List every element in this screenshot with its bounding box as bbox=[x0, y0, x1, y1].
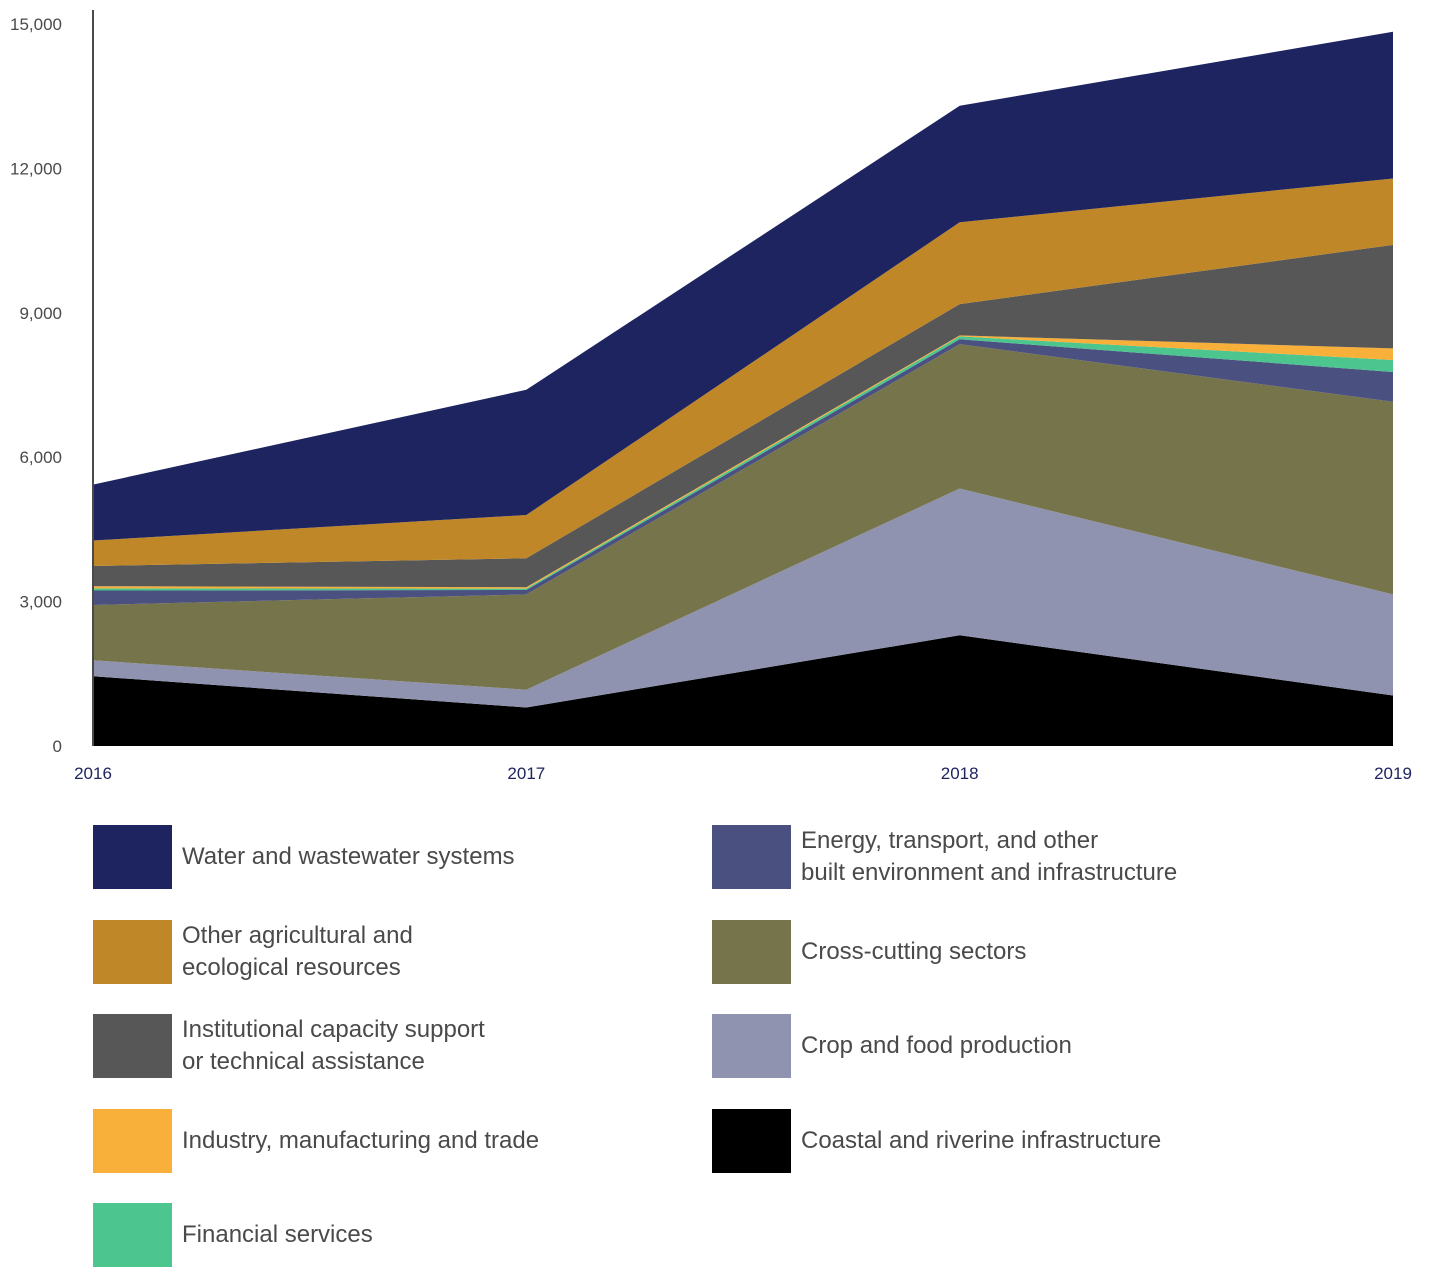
y-axis-ticks: 0 3,000 6,000 9,000 12,000 15,000 bbox=[10, 15, 62, 756]
legend-swatch-coastal bbox=[712, 1109, 791, 1173]
legend-swatch-institutional bbox=[93, 1014, 172, 1078]
legend-item-water: Water and wastewater systems bbox=[93, 825, 693, 889]
y-tick-label: 6,000 bbox=[19, 448, 62, 467]
area-water-and-wastewater-systems bbox=[93, 31, 1393, 541]
y-tick-label: 9,000 bbox=[19, 304, 62, 323]
area-cross-cutting-sectors bbox=[93, 344, 1393, 690]
legend-label-crop: Crop and food production bbox=[801, 1032, 1072, 1059]
area-coastal-and-riverine-infrastructure bbox=[93, 635, 1393, 746]
area-energy-transport-and-other-built-environment-and-infrastructure bbox=[93, 339, 1393, 605]
x-axis-ticks: 2016 2017 2018 2019 bbox=[74, 764, 1412, 783]
legend-item-cross-cutting: Cross-cutting sectors bbox=[712, 920, 1312, 984]
y-tick-label: 0 bbox=[53, 737, 62, 756]
legend: Water and wastewater systems Energy, tra… bbox=[93, 825, 1393, 1267]
legend-item-coastal: Coastal and riverine infrastructure bbox=[712, 1109, 1312, 1173]
legend-label-water: Water and wastewater systems bbox=[182, 843, 515, 870]
y-tick-label: 12,000 bbox=[10, 159, 62, 178]
legend-item-crop: Crop and food production bbox=[712, 1014, 1312, 1078]
legend-label-other-agri: Other agricultural and ecological resour… bbox=[182, 922, 413, 981]
area-other-agricultural-and-ecological-resources bbox=[93, 178, 1393, 566]
area-crop-and-food-production bbox=[93, 488, 1393, 708]
area-institutional-capacity-support-or-technical-assistance bbox=[93, 244, 1393, 588]
legend-swatch-other-agri bbox=[93, 920, 172, 984]
legend-label-coastal: Coastal and riverine infrastructure bbox=[801, 1127, 1162, 1154]
y-tick-label: 3,000 bbox=[19, 593, 62, 612]
legend-item-financial: Financial services bbox=[93, 1203, 693, 1267]
legend-label-energy: Energy, transport, and other built envir… bbox=[801, 827, 1178, 886]
area-industry-manufacturing-and-trade bbox=[93, 335, 1393, 589]
legend-swatch-industry bbox=[93, 1109, 172, 1173]
x-tick-label: 2019 bbox=[1374, 764, 1412, 783]
y-tick-label: 15,000 bbox=[10, 15, 62, 34]
legend-label-industry: Industry, manufacturing and trade bbox=[182, 1127, 540, 1154]
x-tick-label: 2016 bbox=[74, 764, 112, 783]
legend-item-energy: Energy, transport, and other built envir… bbox=[712, 825, 1312, 889]
legend-label-financial: Financial services bbox=[182, 1221, 373, 1248]
legend-item-institutional: Institutional capacity support or techni… bbox=[93, 1014, 693, 1078]
legend-item-industry: Industry, manufacturing and trade bbox=[93, 1109, 693, 1173]
area-financial-services bbox=[93, 336, 1393, 591]
legend-swatch-energy bbox=[712, 825, 791, 889]
legend-swatch-financial bbox=[93, 1203, 172, 1267]
x-tick-label: 2017 bbox=[507, 764, 545, 783]
legend-item-other-agri: Other agricultural and ecological resour… bbox=[93, 920, 693, 984]
legend-label-cross-cutting: Cross-cutting sectors bbox=[801, 938, 1027, 965]
area-layers bbox=[93, 31, 1393, 746]
legend-swatch-cross-cutting bbox=[712, 920, 791, 984]
x-tick-label: 2018 bbox=[941, 764, 979, 783]
legend-swatch-crop bbox=[712, 1014, 791, 1078]
legend-swatch-water bbox=[93, 825, 172, 889]
legend-label-institutional: Institutional capacity support or techni… bbox=[182, 1016, 485, 1075]
